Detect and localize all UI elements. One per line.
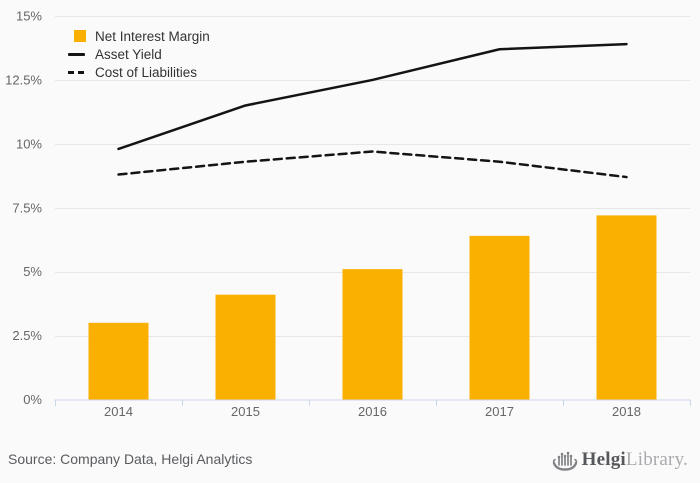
bar-2018 — [596, 215, 657, 400]
bar-2016 — [342, 269, 403, 400]
line-cost-of-liabilities — [117, 150, 628, 179]
y-axis-label-12.5%: 12.5% — [5, 72, 42, 87]
helgi-library-logo: HelgiLibrary. — [552, 446, 688, 474]
bar-series-swatch-icon — [68, 30, 88, 42]
logo-word-library: Library. — [625, 449, 688, 470]
y-axis-label-0%: 0% — [23, 392, 42, 407]
legend-label: Cost of Liabilities — [95, 64, 198, 80]
legend-item-asset-yield[interactable]: Asset Yield — [68, 45, 210, 63]
source-caption: Source: Company Data, Helgi Analytics — [8, 451, 253, 467]
y-axis-label-15%: 15% — [16, 9, 42, 24]
bar-2015 — [215, 294, 276, 400]
y-axis-label-10%: 10% — [16, 136, 42, 151]
bar-2017 — [469, 235, 530, 400]
line-asset-yield — [117, 42, 628, 151]
logo-word-helgi: Helgi — [581, 449, 626, 470]
viking-ship-icon — [552, 451, 577, 471]
y-axis-label-2.5%: 2.5% — [12, 328, 42, 343]
logo-wordmark: HelgiLibrary. — [582, 449, 688, 471]
solid-line-swatch-icon — [68, 52, 88, 56]
dashed-line-swatch-icon — [68, 70, 88, 74]
legend-item-net-interest-margin[interactable]: Net Interest Margin — [68, 27, 210, 45]
x-axis-label-2014: 2014 — [104, 404, 133, 419]
legend-label: Net Interest Margin — [95, 28, 210, 44]
legend-item-cost-of-liabilities[interactable]: Cost of Liabilities — [68, 63, 210, 81]
chart-legend: Net Interest Margin Asset Yield Cost of … — [68, 27, 210, 81]
y-axis-label-7.5%: 7.5% — [12, 200, 42, 215]
x-axis-label-2017: 2017 — [485, 404, 514, 419]
legend-label: Asset Yield — [95, 46, 162, 62]
chart-canvas: 0% 2.5% 5% 7.5% 10% 12.5% 15% 2014 2015 2016 2017 2… — [5, 9, 691, 419]
y-axis-label-5%: 5% — [23, 264, 42, 279]
bar-2014 — [88, 322, 149, 400]
x-axis-label-2018: 2018 — [612, 404, 641, 419]
x-axis-label-2016: 2016 — [358, 404, 387, 419]
x-axis-label-2015: 2015 — [231, 404, 260, 419]
chart-area: 0% 2.5% 5% 7.5% 10% 12.5% 15% 2014 2015 2016 2017 2… — [5, 9, 691, 419]
